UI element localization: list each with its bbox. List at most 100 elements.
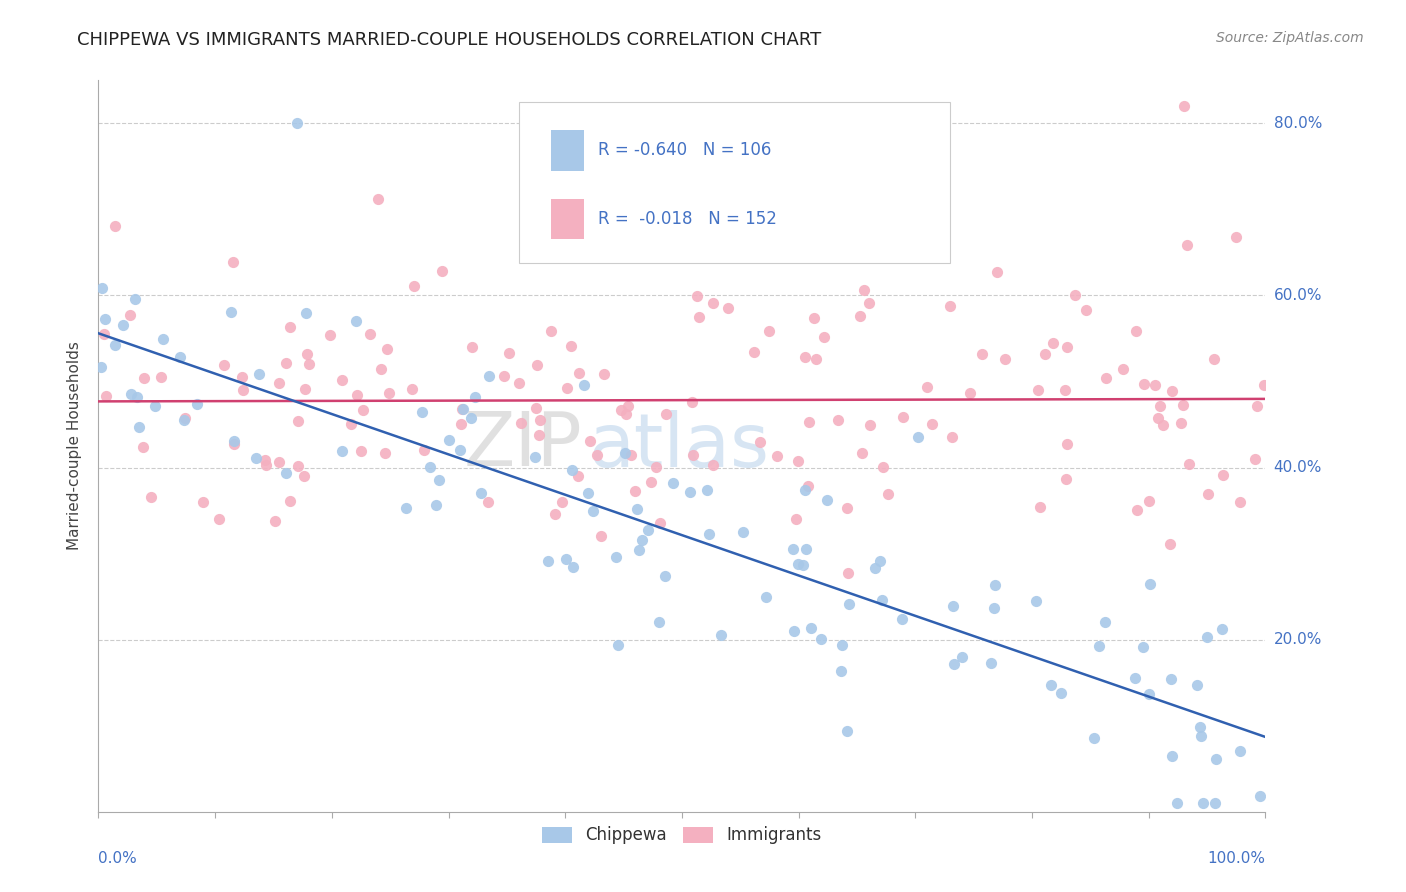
Point: [620, 448, 643, 462]
Point: [1132, 640, 1154, 654]
Point: [425, 498, 447, 512]
Point: [626, 502, 648, 516]
Point: [593, 367, 616, 381]
Point: [1204, 796, 1226, 810]
Point: [576, 485, 599, 500]
Point: [224, 434, 246, 448]
Point: [586, 448, 609, 462]
Point: [710, 628, 733, 642]
Point: [111, 318, 134, 332]
Point: [451, 402, 474, 417]
Point: [544, 507, 567, 521]
Point: [800, 621, 823, 635]
Point: [540, 324, 562, 338]
Point: [1166, 796, 1188, 810]
Point: [90, 360, 112, 375]
Point: [578, 434, 600, 448]
Point: [1160, 748, 1182, 763]
Point: [285, 116, 308, 130]
Text: R = -0.640   N = 106: R = -0.640 N = 106: [598, 142, 772, 160]
Point: [830, 664, 852, 678]
Point: [359, 326, 381, 341]
Point: [614, 446, 637, 460]
Point: [877, 487, 900, 501]
Point: [617, 399, 640, 413]
Point: [94, 389, 117, 403]
Point: [980, 656, 1002, 670]
Point: [938, 299, 960, 313]
Point: [891, 612, 914, 626]
Point: [551, 495, 574, 509]
Point: [104, 337, 127, 351]
Point: [1146, 410, 1168, 425]
Point: [460, 340, 482, 354]
FancyBboxPatch shape: [551, 130, 583, 170]
Point: [872, 459, 894, 474]
Point: [477, 495, 499, 509]
Point: [1056, 340, 1078, 354]
Point: [274, 466, 297, 480]
Point: [605, 550, 627, 565]
FancyBboxPatch shape: [551, 199, 583, 239]
Point: [267, 376, 290, 390]
Point: [247, 367, 270, 381]
Point: [827, 413, 849, 427]
Point: [524, 401, 547, 415]
Point: [1123, 671, 1146, 685]
Point: [837, 566, 859, 580]
Point: [1197, 487, 1219, 501]
Point: [1133, 377, 1156, 392]
Point: [1063, 288, 1085, 302]
Point: [404, 278, 426, 293]
Point: [1152, 417, 1174, 432]
Point: [278, 493, 301, 508]
Point: [419, 459, 441, 474]
Point: [287, 458, 309, 473]
Point: [340, 417, 363, 431]
Point: [352, 402, 374, 417]
Point: [837, 500, 859, 515]
Text: 60.0%: 60.0%: [1274, 288, 1322, 303]
Point: [984, 578, 1007, 592]
Point: [803, 310, 825, 325]
Point: [702, 458, 724, 472]
Point: [460, 411, 482, 425]
Text: 100.0%: 100.0%: [1208, 851, 1265, 865]
Point: [411, 405, 433, 419]
Point: [942, 657, 965, 671]
Point: [1171, 398, 1194, 412]
Point: [1042, 335, 1064, 350]
Point: [437, 434, 460, 448]
Point: [685, 289, 707, 303]
Point: [848, 310, 870, 324]
Point: [654, 568, 676, 582]
Point: [1137, 494, 1160, 508]
Point: [1244, 451, 1267, 466]
Point: [702, 295, 724, 310]
Point: [640, 475, 662, 489]
Point: [118, 309, 141, 323]
Point: [907, 430, 929, 444]
Point: [537, 554, 560, 568]
Point: [370, 362, 392, 376]
Point: [295, 347, 318, 361]
Point: [682, 448, 704, 462]
Point: [413, 442, 436, 457]
Point: [232, 384, 254, 398]
Point: [1211, 623, 1233, 637]
Point: [782, 542, 804, 557]
Point: [785, 512, 807, 526]
Point: [1249, 789, 1271, 803]
Point: [942, 599, 965, 613]
Point: [1253, 378, 1275, 392]
Point: [755, 590, 778, 604]
Point: [582, 503, 605, 517]
Point: [523, 450, 546, 464]
Point: [838, 597, 860, 611]
Point: [276, 356, 298, 370]
Y-axis label: Married-couple Households: Married-couple Households: [67, 342, 83, 550]
Point: [450, 401, 472, 416]
Point: [124, 292, 146, 306]
Point: [169, 350, 191, 364]
Point: [678, 485, 700, 500]
